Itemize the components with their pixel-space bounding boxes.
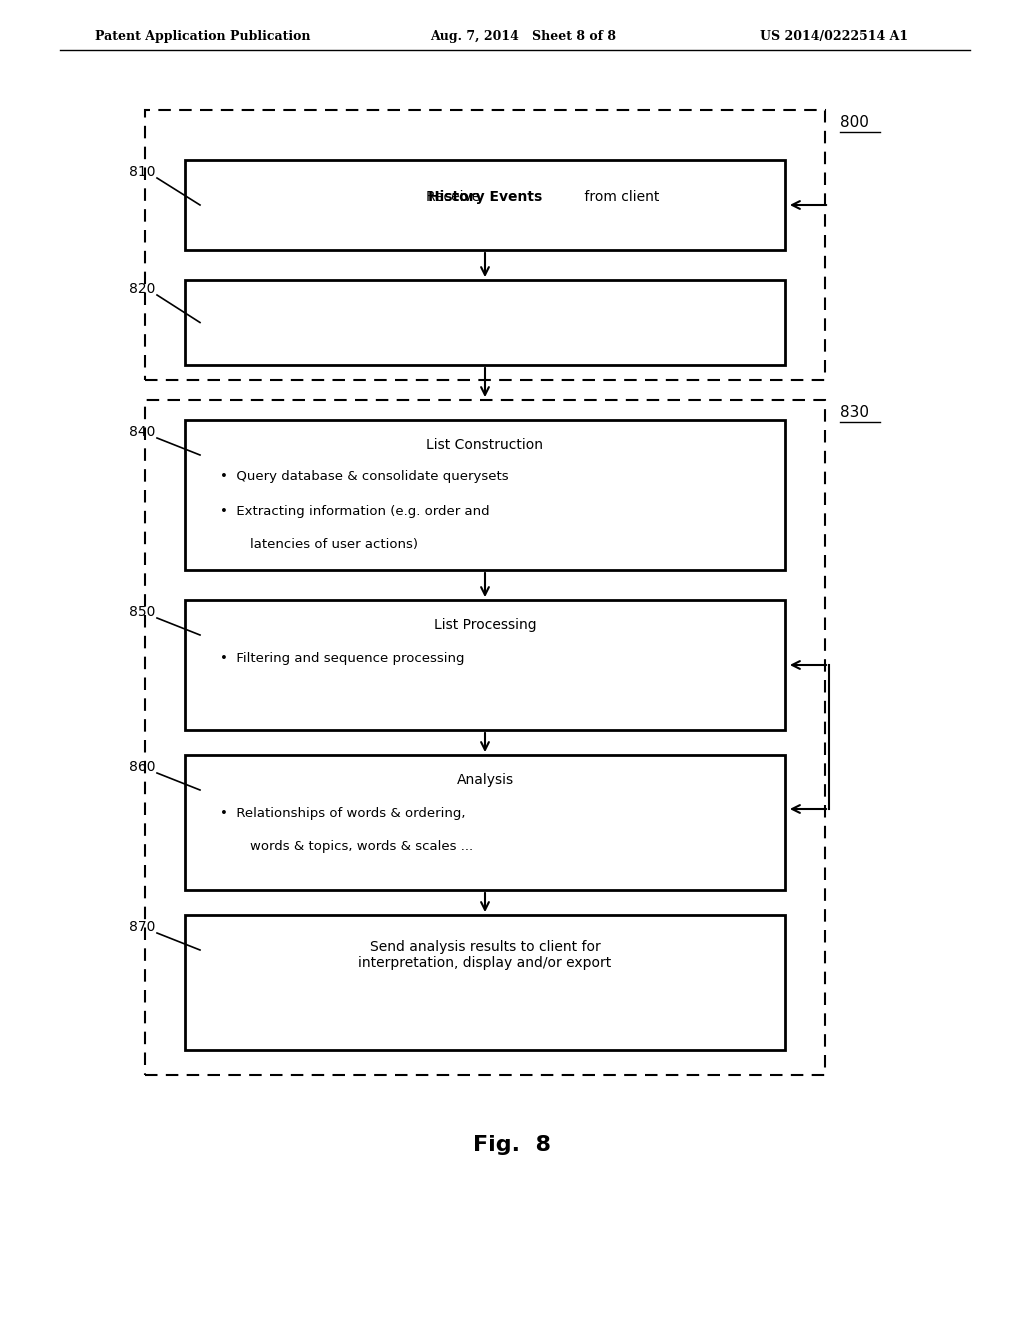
Text: 810: 810 [128,165,155,180]
FancyBboxPatch shape [145,400,825,1074]
FancyBboxPatch shape [185,420,785,570]
Text: 840: 840 [129,425,155,440]
Text: latencies of user actions): latencies of user actions) [250,539,418,550]
FancyBboxPatch shape [185,601,785,730]
FancyBboxPatch shape [185,160,785,249]
Text: Patent Application Publication: Patent Application Publication [95,30,310,44]
Text: •  Query database & consolidate querysets: • Query database & consolidate querysets [220,470,509,483]
Text: 850: 850 [129,605,155,619]
Text: Aug. 7, 2014   Sheet 8 of 8: Aug. 7, 2014 Sheet 8 of 8 [430,30,616,44]
FancyBboxPatch shape [145,110,825,380]
Text: from client: from client [580,190,659,205]
Text: List Processing: List Processing [434,618,537,632]
Text: 830: 830 [840,405,869,420]
Text: Analysis: Analysis [457,774,514,787]
Text: 870: 870 [129,920,155,935]
Text: Receive: Receive [426,190,485,205]
FancyBboxPatch shape [185,915,785,1049]
Text: 820: 820 [129,282,155,296]
Text: US 2014/0222514 A1: US 2014/0222514 A1 [760,30,908,44]
Text: •  Extracting information (e.g. order and: • Extracting information (e.g. order and [220,506,489,517]
Text: •  Relationships of words & ordering,: • Relationships of words & ordering, [220,807,466,820]
Text: •  Filtering and sequence processing: • Filtering and sequence processing [220,652,465,665]
Text: Fig.  8: Fig. 8 [473,1135,551,1155]
Text: History Events: History Events [428,190,542,205]
Text: 860: 860 [128,760,155,774]
Text: List Construction: List Construction [427,438,544,451]
FancyBboxPatch shape [185,755,785,890]
Text: words & topics, words & scales ...: words & topics, words & scales ... [250,840,473,853]
Text: 800: 800 [840,115,869,129]
FancyBboxPatch shape [185,280,785,366]
Text: Send analysis results to client for
interpretation, display and/or export: Send analysis results to client for inte… [358,940,611,970]
